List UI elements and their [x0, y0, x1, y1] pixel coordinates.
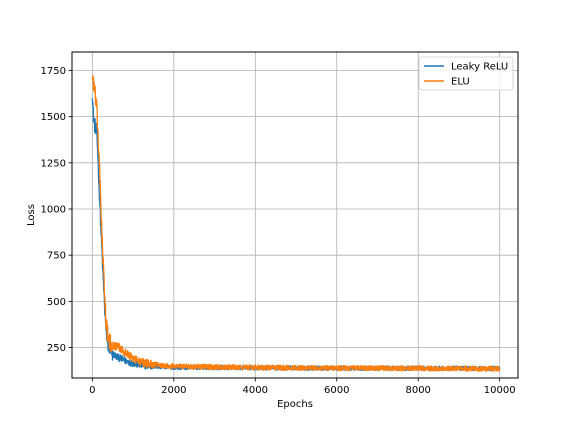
- legend-label: ELU: [451, 77, 470, 88]
- legend: Leaky ReLU ELU: [418, 56, 514, 91]
- y-tick-label: 500: [47, 297, 66, 308]
- x-tick-label: 8000: [405, 385, 430, 396]
- x-axis: 0 2000 4000 6000 8000 10000: [89, 378, 516, 396]
- series-line-elu: [91, 75, 501, 372]
- y-tick-label: 250: [47, 343, 66, 354]
- plot-area: [91, 75, 501, 372]
- axes-frame: [71, 51, 519, 379]
- legend-label: Leaky ReLU: [451, 62, 508, 73]
- x-tick-label: 4000: [243, 385, 268, 396]
- y-tick-label: 1000: [41, 204, 66, 215]
- y-tick-label: 1750: [41, 66, 66, 77]
- y-axis-label: Loss: [26, 204, 37, 226]
- y-tick-label: 1250: [41, 158, 66, 169]
- plot-background: [72, 52, 518, 378]
- x-tick-label: 6000: [324, 385, 349, 396]
- y-tick-label: 1500: [41, 112, 66, 123]
- y-tick-label: 750: [47, 251, 66, 262]
- x-tick-label: 0: [89, 385, 95, 396]
- x-tick-label: 2000: [161, 385, 186, 396]
- x-axis-label: Epochs: [277, 399, 313, 410]
- y-axis: 250 500 750 1000 1250 1500 1750: [41, 66, 72, 354]
- x-tick-label: 10000: [484, 385, 516, 396]
